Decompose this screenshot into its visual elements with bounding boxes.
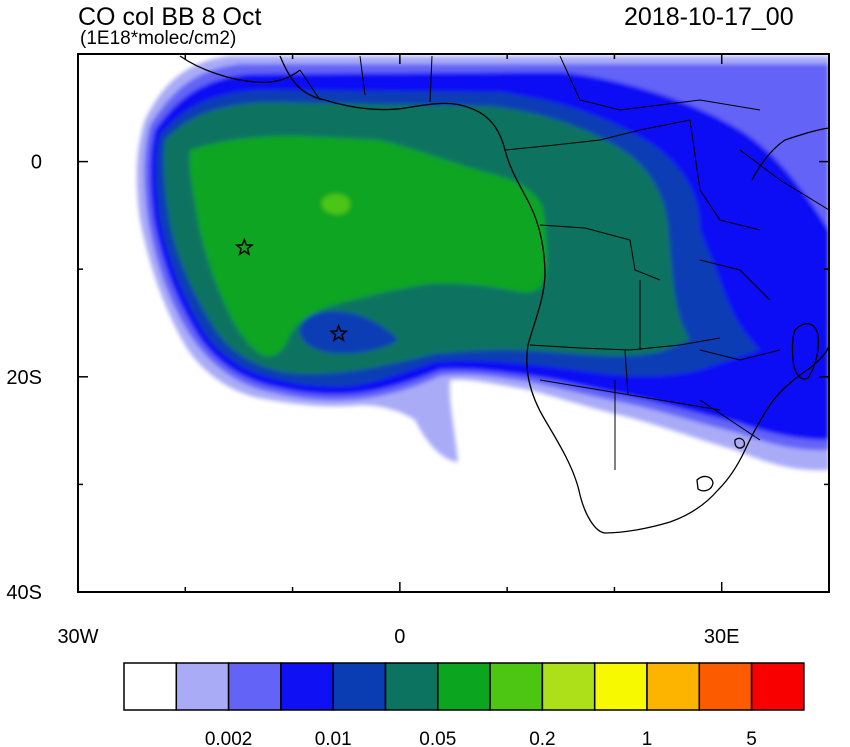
coastlines [179,55,829,534]
colorbar-swatch [593,662,648,711]
country-borders [299,55,829,470]
x-tick-label: 0 [394,626,405,648]
colorbar-swatch [175,662,230,711]
colorbar-label: 5 [746,729,757,747]
border-line [689,119,761,231]
map-timestamp: 2018-10-17_00 [624,3,794,31]
border-line [699,259,771,301]
border-line [539,379,721,411]
border-line [624,349,629,396]
plot-frame [77,53,830,593]
co-level-7-region [322,194,350,215]
horn-coastline [751,127,829,181]
colorbar-swatch [384,662,439,711]
border-line [739,149,829,211]
co-concentration-field [136,56,829,471]
axis-ticks [77,53,830,593]
colorbar-label: 0.2 [529,729,555,747]
colorbar-label: 0.01 [315,729,352,747]
border-line [429,55,433,103]
border-line [359,55,366,96]
colorbar-swatch [698,662,753,711]
colorbar-label: 0.05 [419,729,456,747]
source-markers [234,237,349,342]
colorbar-swatch [489,662,544,711]
axis-tick-labels: 30W 0 30E 0 20S 40S [6,152,739,648]
border-line [699,349,781,361]
border-line [504,119,691,151]
co-low-pocket [299,311,398,354]
star-marker [329,323,349,342]
colorbar-swatch [750,662,805,711]
y-tick-label: 40S [6,582,42,604]
colorbar-swatch [437,662,491,711]
colorbar-swatch [332,662,387,711]
x-tick-label: 30W [57,626,98,648]
border-line [699,399,761,441]
map-title: CO col BB 8 Oct [78,3,262,31]
madagascar [791,323,820,380]
colorbar-label: 0.002 [205,729,253,747]
border-line [539,224,661,281]
colorbar-label: 1 [642,729,653,747]
y-tick-label: 20S [6,367,42,389]
colorbar-swatch [123,662,178,711]
star-marker [234,237,254,256]
colorbar-swatch [541,662,596,711]
africa-coastline [279,55,829,534]
colorbar-swatch [227,662,282,711]
west-africa-north-coast [179,55,301,84]
map-units: (1E18*molec/cm2) [80,28,237,49]
colorbar: 0.002 0.01 0.05 0.2 1 5 [123,662,805,747]
border-line [299,69,321,101]
x-tick-label: 30E [704,626,740,648]
border-line [559,55,761,111]
lesotho [696,475,714,492]
colorbar-swatch [646,662,701,711]
y-tick-label: 0 [31,152,42,174]
colorbar-swatch [280,662,334,711]
border-line [529,337,721,351]
swaziland [734,437,746,449]
co-level-6-region [189,135,548,357]
